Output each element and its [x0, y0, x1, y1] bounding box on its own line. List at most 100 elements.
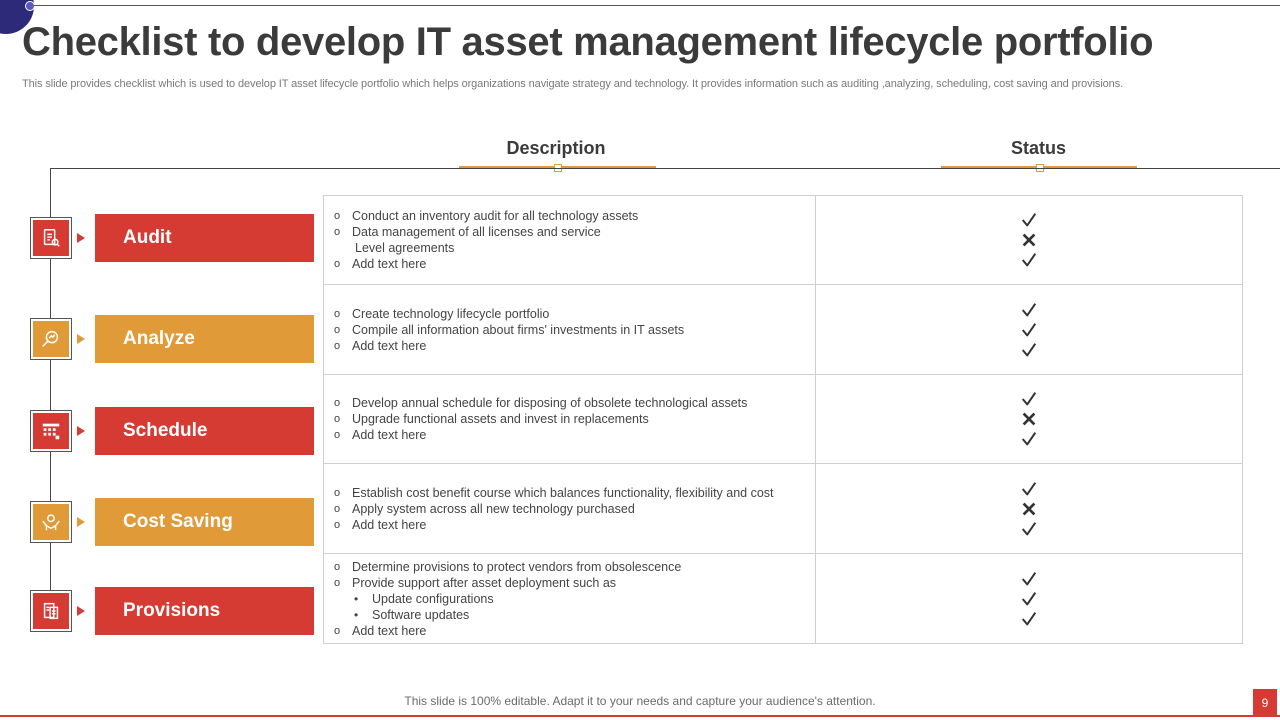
stage-cost-saving: Cost Saving	[0, 498, 320, 546]
arrow-right-icon	[77, 233, 85, 243]
bullet-text: Add text here	[352, 338, 427, 353]
bullet-text: Software updates	[372, 607, 470, 622]
footer-note: This slide is 100% editable. Adapt it to…	[404, 694, 876, 708]
bullet-item: o Develop annual schedule for disposing o…	[334, 395, 815, 411]
stage-label: Provisions	[95, 587, 314, 635]
calendar-icon	[33, 413, 69, 449]
audit-checklist-icon	[33, 220, 69, 256]
stage-icon-box	[30, 590, 72, 632]
checkmark-icon	[1019, 479, 1039, 499]
stage-schedule: Schedule	[0, 407, 320, 455]
bullet-text: Upgrade functional assets and invest in …	[352, 412, 649, 426]
bullet-item: Level agreements	[334, 240, 815, 256]
bullet-marker: o	[334, 339, 341, 352]
checkmark-icon	[1019, 320, 1039, 340]
bullet-text: Conduct an inventory audit for all techn…	[352, 209, 639, 223]
checklist-table: o Conduct an inventory audit for all tech…	[323, 195, 1243, 644]
status-cell	[816, 464, 1242, 553]
arrow-right-icon	[77, 517, 85, 527]
description-cell: o Create technology lifecycle portfolio o C…	[324, 285, 816, 374]
bullet-text: Provide support after asset deployment s…	[352, 575, 617, 590]
bullet-marker: •	[354, 591, 359, 606]
bullet-item: o Add text here	[334, 517, 815, 533]
bullet-text: Develop annual schedule for disposing of…	[352, 396, 748, 410]
bullet-text: Add text here	[352, 428, 427, 442]
bullet-marker: o	[334, 397, 341, 409]
stage-icon-box	[30, 410, 72, 452]
checkmark-icon	[1019, 210, 1039, 230]
frame-top-line	[50, 168, 1280, 169]
checkmark-icon	[1019, 429, 1039, 449]
bullet-text: Apply system across all new technology p…	[352, 501, 635, 516]
bullet-item: o Data management of all licenses and ser…	[334, 224, 815, 240]
bullet-text: Add text here	[352, 623, 427, 638]
document-building-icon	[33, 593, 69, 629]
stage-label: Audit	[95, 214, 314, 262]
stage-audit: Audit	[0, 214, 320, 262]
checkmark-icon	[1019, 250, 1039, 270]
table-row: o Determine provisions to protect vendors…	[324, 554, 1242, 643]
checkmark-icon	[1019, 519, 1039, 539]
bullet-text: Add text here	[352, 517, 427, 532]
bullet-marker: o	[334, 323, 341, 336]
bullet-marker: o	[334, 560, 341, 573]
cross-icon	[1019, 230, 1039, 250]
page-subtitle: This slide provides checklist which is u…	[22, 78, 1124, 90]
status-cell	[816, 554, 1242, 643]
bullet-text: Update configurations	[372, 591, 494, 606]
description-header: Description	[506, 138, 606, 158]
bullet-item: o Add text here	[334, 338, 815, 354]
checkmark-icon	[1019, 569, 1039, 589]
sub-bullet-item: • Update configurations	[334, 591, 815, 607]
bullet-marker: o	[334, 307, 341, 320]
table-row: o Create technology lifecycle portfolio o C…	[324, 285, 1242, 375]
checkmark-icon	[1019, 389, 1039, 409]
bottom-rule	[0, 715, 1280, 717]
cross-icon	[1019, 499, 1039, 519]
bullet-item: o Determine provisions to protect vendors…	[334, 559, 815, 575]
bullet-text: Establish cost benefit course which bala…	[352, 485, 774, 500]
stage-label: Analyze	[95, 315, 314, 363]
description-cell: o Develop annual schedule for disposing o…	[324, 375, 816, 463]
stage-icon-box	[30, 217, 72, 259]
status-cell	[816, 285, 1242, 374]
description-cell: o Determine provisions to protect vendors…	[324, 554, 816, 643]
bullet-marker: o	[334, 518, 341, 531]
bullet-marker: o	[334, 502, 341, 515]
bullet-text: Create technology lifecycle portfolio	[352, 306, 550, 321]
bullet-text: Add text here	[352, 257, 427, 271]
checkmark-icon	[1019, 589, 1039, 609]
bullet-text: Compile all information about firms' inv…	[352, 322, 685, 337]
bullet-marker: o	[334, 210, 341, 222]
page-title: Checklist to develop IT asset management…	[22, 20, 1154, 64]
bullet-marker: o	[334, 576, 341, 589]
bullet-item: o Add text here	[334, 427, 815, 443]
description-cell: o Conduct an inventory audit for all tech…	[324, 196, 816, 284]
table-row: o Establish cost benefit course which bal…	[324, 464, 1242, 554]
bullet-marker: o	[334, 429, 341, 441]
checkmark-icon	[1019, 609, 1039, 629]
stage-analyze: Analyze	[0, 315, 320, 363]
bullet-item: o Compile all information about firms' in…	[334, 322, 815, 338]
status-header: Status	[1010, 138, 1066, 158]
description-cell: o Establish cost benefit course which bal…	[324, 464, 816, 553]
bullet-marker: o	[334, 258, 341, 270]
bullet-marker: •	[354, 607, 359, 622]
corner-dot	[25, 1, 35, 11]
magnifier-chart-icon	[33, 321, 69, 357]
bullet-text: Level agreements	[355, 241, 455, 255]
bullet-item: o Create technology lifecycle portfolio	[334, 306, 815, 322]
bullet-item: o Add text here	[334, 256, 815, 272]
bullet-marker: o	[334, 226, 341, 238]
bullet-marker: o	[334, 413, 341, 425]
stage-provisions: Provisions	[0, 587, 320, 635]
top-rule	[34, 5, 1280, 6]
arrow-right-icon	[77, 426, 85, 436]
bullet-item: o Upgrade functional assets and invest in…	[334, 411, 815, 427]
stage-label: Schedule	[95, 407, 314, 455]
table-row: o Develop annual schedule for disposing o…	[324, 375, 1242, 464]
table-row: o Conduct an inventory audit for all tech…	[324, 196, 1242, 285]
stage-label: Cost Saving	[95, 498, 314, 546]
arrow-right-icon	[77, 606, 85, 616]
checkmark-icon	[1019, 300, 1039, 320]
